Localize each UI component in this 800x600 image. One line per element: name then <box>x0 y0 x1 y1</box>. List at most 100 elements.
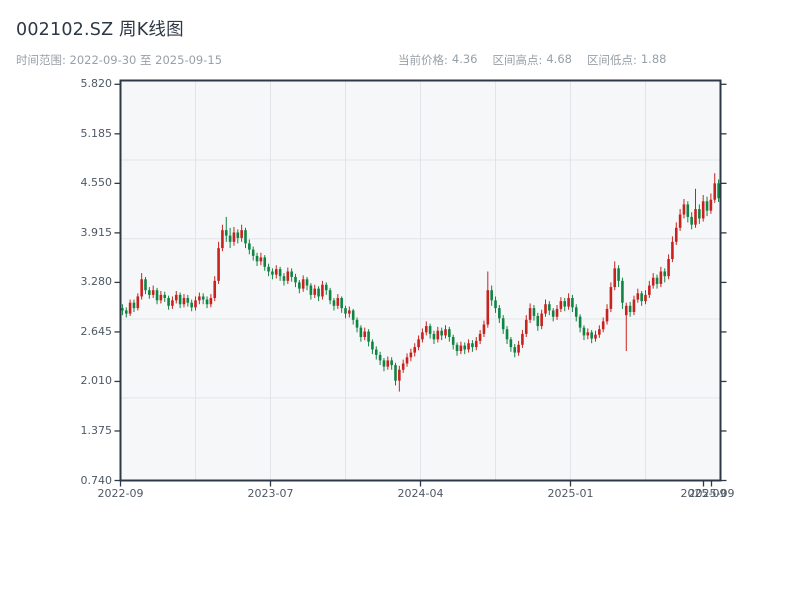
candle-body <box>255 255 259 262</box>
x-tick-label: 2025-09 <box>688 487 735 500</box>
candle-body <box>236 232 240 238</box>
candle-body <box>317 288 320 297</box>
candle-body <box>474 340 478 348</box>
candle-body <box>551 310 555 317</box>
candle-body <box>355 319 359 328</box>
candle-body <box>263 257 267 267</box>
x-tick-label: 2022-09 <box>97 487 144 500</box>
candle-body <box>701 201 705 219</box>
candle-body <box>398 369 401 381</box>
candle-body <box>171 300 174 306</box>
candle-body <box>536 315 540 327</box>
candle-body <box>640 293 643 302</box>
candle-body <box>128 302 132 314</box>
y-tick-label: 5.820 <box>80 77 113 91</box>
candle-body <box>594 334 597 339</box>
candle-body <box>232 232 236 242</box>
candle-body <box>671 241 674 260</box>
current-price-label: 当前价格: <box>398 53 448 67</box>
candle-body <box>178 294 182 305</box>
candle-body <box>636 293 640 300</box>
candle-body <box>501 318 505 330</box>
candle-body <box>421 332 424 340</box>
candle-body <box>213 280 217 298</box>
candle-body <box>517 344 520 353</box>
candle-body <box>648 285 651 295</box>
candle-body <box>644 294 647 302</box>
candle-body <box>678 214 682 228</box>
candle-body <box>705 201 709 211</box>
candle-body <box>248 243 251 250</box>
candle-body <box>224 230 228 236</box>
candle-body <box>651 277 655 286</box>
x-tick-label: 2023-07 <box>247 487 294 500</box>
candle-body <box>251 249 255 256</box>
x-tick-label: 2025-01 <box>547 487 594 500</box>
candle-body <box>540 313 543 327</box>
candle-body <box>578 316 582 328</box>
candle-body <box>717 183 720 199</box>
candle-body <box>598 329 601 335</box>
candle-body <box>198 296 201 301</box>
y-tick-label: 3.280 <box>80 275 113 289</box>
candle-body <box>451 336 455 345</box>
candle-body <box>382 360 386 367</box>
candle-body <box>340 297 343 309</box>
y-tick-label: 5.185 <box>80 126 113 140</box>
x-tick-label: 2024-04 <box>397 487 444 500</box>
candle-body <box>694 209 697 225</box>
y-tick-label: 4.550 <box>80 176 113 190</box>
candle-body <box>332 300 336 306</box>
y-tick-label: 0.740 <box>80 473 113 487</box>
candle-body <box>709 199 713 211</box>
candle-body <box>155 290 159 301</box>
page-title: 002102.SZ 周K线图 <box>16 20 184 40</box>
candle-body <box>471 343 474 348</box>
candle-body <box>321 284 324 297</box>
candle-body <box>278 269 282 277</box>
candle-body <box>374 349 378 355</box>
candle-body <box>605 308 609 322</box>
candle-body <box>586 332 590 336</box>
candle-body <box>359 327 363 337</box>
candle-body <box>674 227 678 242</box>
candle-body <box>209 297 213 305</box>
candle-body <box>244 230 247 244</box>
candle-body <box>513 347 517 353</box>
candle-body <box>548 304 551 311</box>
range-low-label: 区间低点: <box>586 53 637 67</box>
candle-body <box>567 297 570 307</box>
candle-body <box>409 352 413 358</box>
candle-body <box>367 331 370 342</box>
candle-body <box>405 357 409 364</box>
y-tick-label: 2.010 <box>80 374 113 388</box>
candle-body <box>655 277 659 284</box>
candle-body <box>386 360 390 367</box>
candle-body <box>190 302 193 308</box>
candle-body <box>217 248 220 281</box>
candle-body <box>267 266 270 272</box>
candle-body <box>186 297 190 303</box>
candle-body <box>432 333 436 340</box>
candle-body <box>444 329 447 336</box>
candle-body <box>601 321 605 330</box>
candle-body <box>478 333 482 341</box>
candle-body <box>174 294 178 301</box>
price-stats: 当前价格: 4.36 区间高点: 4.68 区间低点: 1.88 <box>398 52 666 68</box>
candle-body <box>205 299 209 305</box>
candle-body <box>309 285 313 295</box>
candle-body <box>455 344 459 352</box>
range-low-value: 1.88 <box>640 52 667 66</box>
candle-body <box>324 284 328 291</box>
candle-body <box>498 308 501 319</box>
candle-body <box>582 327 586 336</box>
candle-body <box>348 310 351 314</box>
candle-body <box>390 360 393 366</box>
candle-body <box>624 305 628 316</box>
candle-body <box>532 308 536 316</box>
candle-body <box>136 296 140 309</box>
candle-body <box>621 280 624 303</box>
candle-body <box>467 343 470 350</box>
